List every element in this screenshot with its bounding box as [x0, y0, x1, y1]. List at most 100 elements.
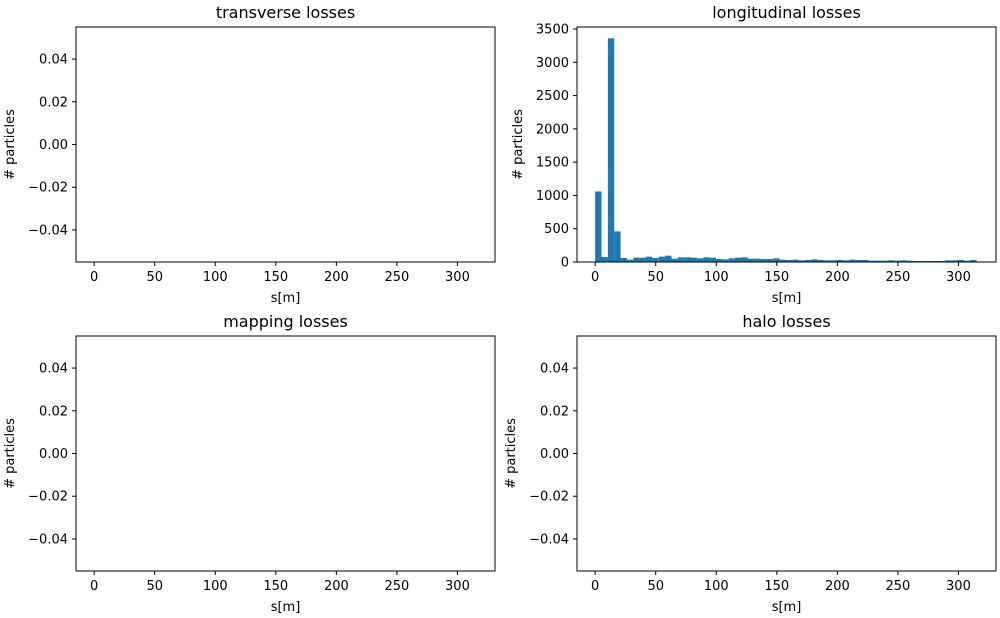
y-tick-label: −0.04 — [529, 532, 569, 547]
y-tick-label: −0.02 — [529, 490, 569, 505]
histogram-bar — [779, 259, 786, 262]
y-tick-label: 3000 — [536, 56, 569, 71]
histogram-bar — [881, 260, 888, 262]
y-tick-label: 0.00 — [39, 138, 68, 153]
histogram-bar — [944, 260, 952, 262]
y-tick-label: 1000 — [536, 189, 569, 204]
y-tick-label: −0.02 — [28, 490, 68, 505]
x-tick-label: 50 — [647, 270, 664, 285]
histogram-bar — [862, 260, 869, 262]
histogram-bar — [754, 258, 761, 262]
histogram-bar — [785, 260, 793, 262]
histogram-bar — [868, 260, 875, 262]
halo-losses-panel: halo losses s[m] # particles 0 50 100 150 20… — [504, 312, 997, 615]
histogram-bar — [709, 257, 716, 262]
histogram-bar — [595, 191, 602, 262]
x-axis-label: s[m] — [772, 600, 802, 615]
x-tick-label: 250 — [384, 579, 409, 594]
histogram-bar — [951, 260, 958, 262]
histogram-bar — [963, 260, 971, 262]
x-tick-label: 150 — [263, 270, 288, 285]
histogram-bar — [696, 258, 704, 262]
histogram-bar — [957, 260, 964, 262]
histogram-bar — [760, 259, 767, 262]
histogram-bar — [652, 258, 659, 262]
y-axis-label: # particles — [3, 109, 18, 180]
longitudinal-losses-panel: longitudinal losses s[m] # particles 0 50… — [511, 3, 997, 306]
y-tick-label: 0.00 — [39, 447, 68, 462]
histogram-bar — [671, 258, 678, 262]
histogram-bar — [817, 260, 825, 262]
y-tick-label: 0 — [561, 256, 569, 271]
x-tick-label: 100 — [203, 579, 228, 594]
histogram-bar — [620, 258, 627, 262]
histogram-bar — [735, 257, 742, 262]
histogram-bar — [633, 257, 640, 262]
histogram-bar — [906, 260, 914, 262]
y-tick-label: 0.04 — [39, 362, 68, 377]
y-tick-label: 0.02 — [39, 404, 68, 419]
x-tick-label: 150 — [764, 270, 789, 285]
histogram-bar — [747, 258, 755, 262]
y-tick-label: 3500 — [536, 22, 569, 37]
histogram-bar — [601, 257, 608, 262]
histogram-bar — [792, 259, 799, 262]
histogram-bar — [773, 258, 780, 262]
histogram-bar — [722, 259, 729, 262]
y-tick-label: 0.00 — [540, 447, 569, 462]
y-tick-label: 0.02 — [39, 95, 68, 110]
mapping-losses-panel: mapping losses s[m] # particles 0 50 100 15… — [3, 312, 496, 615]
histogram-bar — [766, 259, 774, 262]
histogram-bar — [703, 257, 710, 262]
x-tick-label: 150 — [764, 579, 789, 594]
histogram-bar — [855, 260, 863, 262]
panel-title: longitudinal losses — [712, 3, 861, 22]
histogram-bar — [715, 259, 723, 262]
y-tick-label: −0.04 — [28, 532, 68, 547]
histogram-bar — [684, 257, 691, 262]
histogram-bar — [646, 256, 653, 262]
panel-title: halo losses — [742, 312, 830, 331]
histogram-bar — [741, 257, 748, 262]
histogram-bar — [824, 260, 831, 262]
histogram-bar — [798, 260, 805, 262]
x-tick-label: 100 — [704, 579, 729, 594]
histogram-bar — [614, 231, 621, 262]
y-tick-label: 0.04 — [39, 53, 68, 68]
y-tick-label: −0.04 — [28, 223, 68, 238]
y-tick-label: −0.02 — [28, 181, 68, 196]
y-tick-label: 2500 — [536, 89, 569, 104]
x-tick-label: 200 — [324, 579, 349, 594]
x-tick-label: 250 — [384, 270, 409, 285]
y-tick-label: 0.02 — [540, 404, 569, 419]
x-tick-label: 100 — [203, 270, 228, 285]
histogram-bar — [970, 260, 977, 262]
x-tick-label: 300 — [445, 270, 470, 285]
x-tick-label: 150 — [263, 579, 288, 594]
histogram-bar — [836, 260, 844, 262]
x-tick-label: 50 — [146, 579, 163, 594]
x-tick-label: 200 — [324, 270, 349, 285]
y-axis-label: # particles — [511, 109, 526, 180]
x-tick-label: 300 — [946, 579, 971, 594]
x-tick-label: 0 — [90, 579, 98, 594]
plot-frame — [576, 26, 997, 263]
x-tick-label: 50 — [146, 270, 163, 285]
transverse-losses-panel: transverse losses s[m] # particles 0 50 10… — [3, 3, 496, 306]
histogram-bar — [811, 259, 818, 262]
histogram-bar — [658, 256, 666, 262]
x-tick-label: 250 — [885, 270, 910, 285]
x-axis-label: s[m] — [271, 291, 301, 306]
histogram-bar — [874, 260, 882, 262]
panel-title: mapping losses — [223, 312, 348, 331]
y-axis-label: # particles — [504, 418, 519, 489]
histogram-bar — [887, 260, 894, 262]
y-tick-label: 2000 — [536, 122, 569, 137]
histogram-bar — [728, 258, 736, 262]
x-tick-label: 300 — [445, 579, 470, 594]
x-axis-label: s[m] — [271, 600, 301, 615]
x-tick-label: 50 — [647, 579, 664, 594]
x-axis-label: s[m] — [772, 291, 802, 306]
